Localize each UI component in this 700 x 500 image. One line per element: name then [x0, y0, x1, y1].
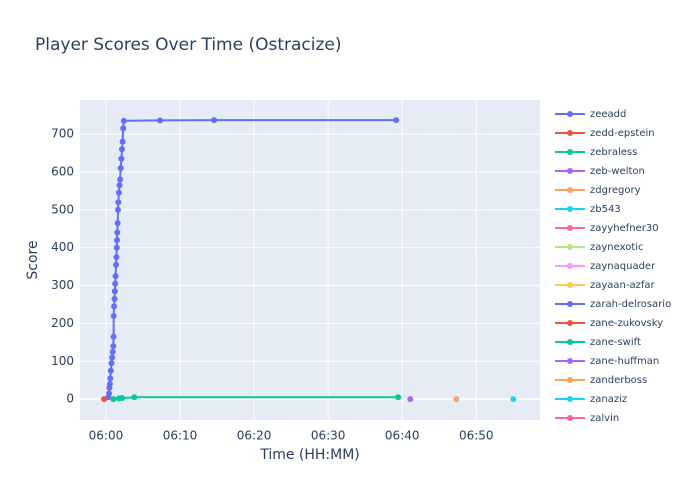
point	[111, 288, 118, 295]
legend-marker	[567, 339, 573, 345]
legend-label: zanderboss	[590, 375, 647, 386]
point	[110, 343, 117, 350]
legend-label: zb543	[590, 204, 621, 215]
point	[131, 394, 138, 401]
legend-marker	[567, 282, 573, 288]
point	[407, 396, 414, 403]
point	[110, 396, 117, 403]
point	[109, 348, 116, 355]
legend-marker	[567, 130, 573, 136]
y-tick-label: 600	[51, 164, 74, 178]
point	[114, 237, 121, 244]
point	[107, 367, 114, 374]
legend: zeeadd zedd-epstein zebraless zeb-welton zdg…	[555, 109, 671, 424]
point	[116, 182, 123, 189]
point	[395, 394, 402, 401]
legend-label: zane-zukovsky	[590, 318, 663, 329]
point	[117, 165, 124, 172]
legend-label: zayyhefner30	[590, 223, 659, 234]
legend-label: zalvin	[590, 413, 619, 424]
x-tick-label: 06:10	[163, 429, 198, 443]
legend-marker	[567, 263, 573, 269]
point	[107, 375, 114, 382]
point	[114, 229, 121, 236]
point	[453, 396, 460, 403]
legend-marker	[567, 377, 573, 383]
y-tick-label: 200	[51, 316, 74, 330]
legend-marker	[567, 415, 573, 421]
point	[510, 396, 517, 403]
point	[120, 117, 127, 124]
legend-label: zdgregory	[590, 185, 641, 196]
point	[106, 381, 113, 388]
point	[113, 254, 120, 261]
legend-marker	[567, 225, 573, 231]
legend-label: zane-swift	[590, 337, 641, 348]
point	[106, 390, 113, 397]
point	[119, 138, 126, 145]
point	[111, 295, 118, 302]
legend-marker	[567, 168, 573, 174]
point	[117, 176, 124, 183]
point	[108, 360, 115, 367]
x-tick-label: 06:30	[311, 429, 346, 443]
legend-marker	[567, 396, 573, 402]
chart-title: Player Scores Over Time (Ostracize)	[35, 35, 342, 55]
legend-marker	[567, 320, 573, 326]
y-tick-label: 500	[51, 202, 74, 216]
point	[120, 125, 127, 132]
x-tick-label: 06:20	[237, 429, 272, 443]
point	[109, 354, 116, 361]
point	[118, 395, 125, 402]
point	[118, 146, 125, 153]
point	[111, 303, 118, 310]
legend-label: zeb-welton	[590, 166, 645, 177]
y-tick-label: 0	[66, 392, 74, 406]
legend-label: zane-huffman	[590, 356, 659, 367]
y-tick-label: 100	[51, 354, 74, 368]
point	[101, 396, 108, 403]
marks	[101, 117, 517, 403]
x-tick-label: 06:50	[459, 429, 494, 443]
legend-label: zaynexotic	[590, 242, 644, 253]
point	[115, 189, 122, 196]
grid: 0 100 200 300 400 500 600 700 06:00 06:10 06:20 06:…	[51, 100, 540, 443]
legend-label: zebraless	[590, 147, 637, 158]
legend-label: zarah-delrosario	[590, 299, 671, 310]
legend-label: zayaan-azfar	[590, 280, 656, 291]
legend-label: zedd-epstein	[590, 128, 655, 139]
legend-marker	[567, 358, 573, 364]
point	[110, 312, 117, 319]
legend-marker	[567, 111, 573, 117]
legend-marker	[567, 301, 573, 307]
point	[112, 280, 119, 287]
legend-label: zeeadd	[590, 109, 626, 120]
legend-marker	[567, 187, 573, 193]
point	[115, 206, 122, 213]
point	[115, 199, 122, 206]
legend-marker	[567, 149, 573, 155]
x-tick-label: 06:00	[89, 429, 124, 443]
point	[211, 117, 218, 124]
point	[114, 220, 121, 227]
y-axis-title: Score	[25, 240, 41, 279]
y-tick-label: 400	[51, 240, 74, 254]
legend-marker	[567, 206, 573, 212]
legend-marker	[567, 244, 573, 250]
point	[113, 244, 120, 251]
plot-area	[80, 100, 540, 420]
y-tick-label: 700	[51, 127, 74, 141]
point	[113, 261, 120, 268]
y-tick-label: 300	[51, 278, 74, 292]
point	[110, 333, 117, 340]
point	[157, 117, 163, 124]
point	[112, 273, 119, 280]
x-axis-title: Time (HH:MM)	[259, 447, 360, 463]
point	[118, 155, 125, 162]
legend-label: zaynaquader	[590, 261, 656, 272]
legend-label: zanaziz	[590, 394, 627, 405]
point	[393, 117, 400, 124]
x-tick-label: 06:40	[385, 429, 420, 443]
